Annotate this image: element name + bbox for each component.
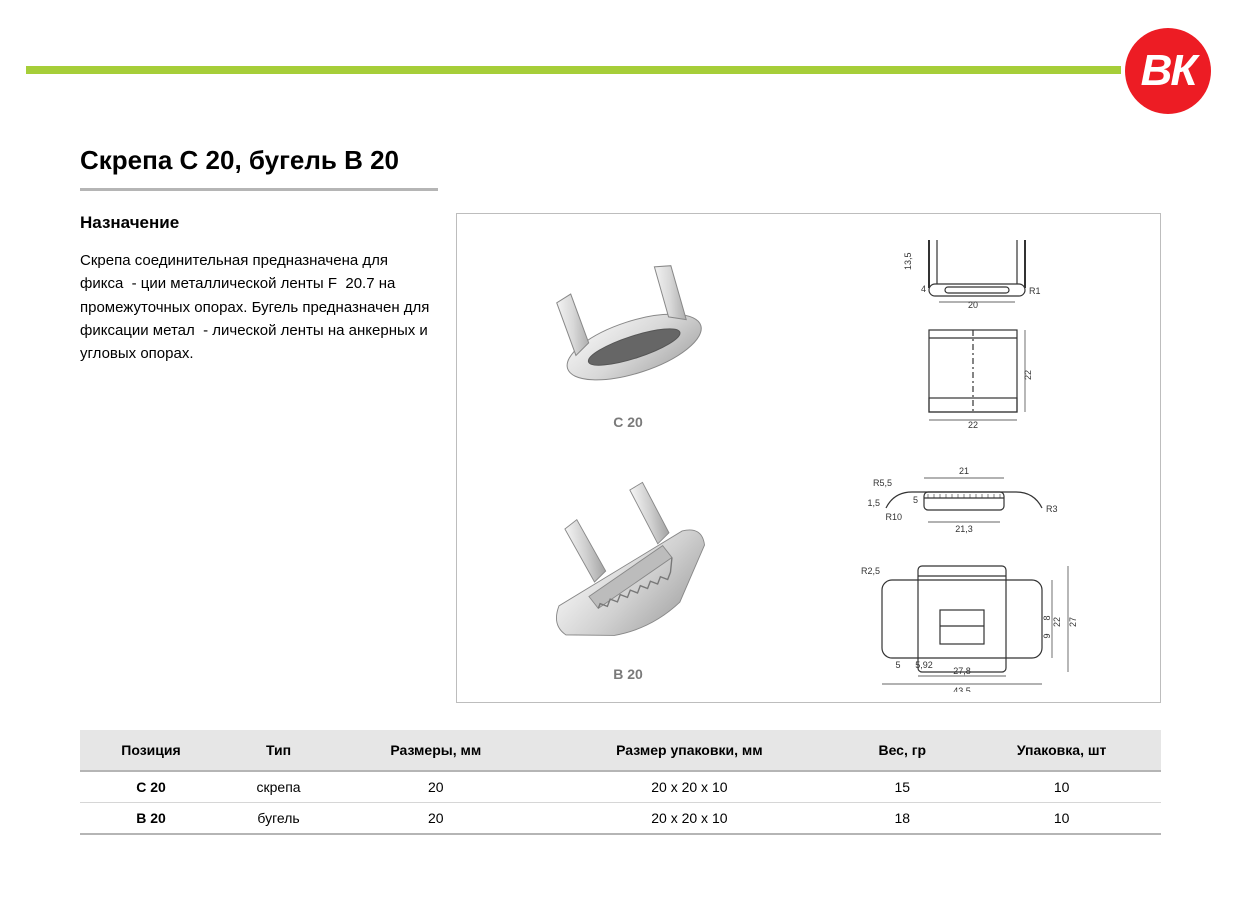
svg-text:21,3: 21,3 <box>955 524 973 534</box>
cell-dimensions: 20 <box>335 803 536 835</box>
spec-table: Позиция Тип Размеры, мм Размер упаковки,… <box>80 730 1161 835</box>
col-package-size: Размер упаковки, мм <box>536 730 842 771</box>
photo-c20 <box>518 238 738 408</box>
svg-text:20: 20 <box>967 300 977 308</box>
top-accent-bar <box>26 66 1121 74</box>
svg-text:13,5: 13,5 <box>903 252 913 270</box>
svg-text:27,8: 27,8 <box>953 666 971 676</box>
buckle-b20-icon <box>518 465 738 655</box>
product-row-c20: С 20 13,5 4 20 <box>473 228 1144 440</box>
svg-text:22: 22 <box>967 420 977 430</box>
cell-weight: 15 <box>842 771 962 803</box>
svg-text:R3: R3 <box>1046 504 1058 514</box>
svg-text:22: 22 <box>1023 370 1033 380</box>
photo-box-b20: В 20 <box>473 460 783 682</box>
description-text: Скрепа соединительная предназначена для … <box>80 249 438 365</box>
photo-label-c20: С 20 <box>613 414 643 430</box>
svg-text:8: 8 <box>1042 615 1052 620</box>
section-subtitle: Назначение <box>80 213 438 233</box>
main-content: Скрепа С 20, бугель В 20 Назначение Скре… <box>80 145 1161 703</box>
main-row: Назначение Скрепа соединительная предназ… <box>80 213 1161 703</box>
brand-logo: ВК <box>1125 28 1211 114</box>
table-header-row: Позиция Тип Размеры, мм Размер упаковки,… <box>80 730 1161 771</box>
svg-text:5: 5 <box>895 660 900 670</box>
cell-weight: 18 <box>842 803 962 835</box>
brand-logo-text: ВК <box>1141 46 1196 96</box>
col-type: Тип <box>222 730 335 771</box>
svg-text:5,92: 5,92 <box>915 660 933 670</box>
table-row: С 20 скрепа 20 20 х 20 х 10 15 10 <box>80 771 1161 803</box>
svg-text:21: 21 <box>958 466 968 476</box>
svg-text:5: 5 <box>912 495 917 505</box>
spec-table-wrap: Позиция Тип Размеры, мм Размер упаковки,… <box>80 730 1161 835</box>
title-underline <box>80 188 438 191</box>
col-package-qty: Упаковка, шт <box>962 730 1161 771</box>
col-dimensions: Размеры, мм <box>335 730 536 771</box>
svg-text:1,5: 1,5 <box>867 498 880 508</box>
svg-text:22: 22 <box>1052 617 1062 627</box>
drawing-col-c20: 13,5 4 20 R1 <box>803 228 1144 440</box>
buckle-c20-icon <box>528 243 728 403</box>
drawing-b20-section: 21 21,3 R5,5 R3 R10 1,5 5 <box>864 450 1084 540</box>
cell-package-size: 20 х 20 х 10 <box>536 771 842 803</box>
photo-label-b20: В 20 <box>613 666 643 682</box>
cell-position: В 20 <box>80 803 222 835</box>
svg-text:R10: R10 <box>885 512 902 522</box>
svg-text:9: 9 <box>1042 633 1052 638</box>
drawing-col-b20: 21 21,3 R5,5 R3 R10 1,5 5 <box>803 450 1144 692</box>
col-position: Позиция <box>80 730 222 771</box>
svg-text:R1: R1 <box>1029 286 1041 296</box>
svg-text:27: 27 <box>1068 617 1078 627</box>
product-row-b20: В 20 21 <box>473 450 1144 692</box>
page-title: Скрепа С 20, бугель В 20 <box>80 145 1161 176</box>
cell-package-qty: 10 <box>962 803 1161 835</box>
svg-text:R2,5: R2,5 <box>860 566 879 576</box>
cell-dimensions: 20 <box>335 771 536 803</box>
spec-table-body: С 20 скрепа 20 20 х 20 х 10 15 10 В 20 б… <box>80 771 1161 834</box>
cell-type: скрепа <box>222 771 335 803</box>
drawing-c20-box: 22 22 <box>899 320 1049 440</box>
cell-position: С 20 <box>80 771 222 803</box>
photo-box-c20: С 20 <box>473 238 783 430</box>
svg-text:43,5: 43,5 <box>953 686 971 692</box>
cell-package-size: 20 х 20 х 10 <box>536 803 842 835</box>
drawing-c20-front: 13,5 4 20 R1 <box>889 228 1059 308</box>
drawing-b20-plan: 22 27 8 9 43,5 27,8 5 5,92 R <box>854 552 1094 692</box>
table-row: В 20 бугель 20 20 х 20 х 10 18 10 <box>80 803 1161 835</box>
text-column: Назначение Скрепа соединительная предназ… <box>80 213 438 703</box>
col-weight: Вес, гр <box>842 730 962 771</box>
cell-package-qty: 10 <box>962 771 1161 803</box>
photo-b20 <box>518 460 738 660</box>
svg-text:R5,5: R5,5 <box>872 478 891 488</box>
cell-type: бугель <box>222 803 335 835</box>
svg-text:4: 4 <box>921 284 926 294</box>
image-panel: С 20 13,5 4 20 <box>456 213 1161 703</box>
spec-table-head: Позиция Тип Размеры, мм Размер упаковки,… <box>80 730 1161 771</box>
